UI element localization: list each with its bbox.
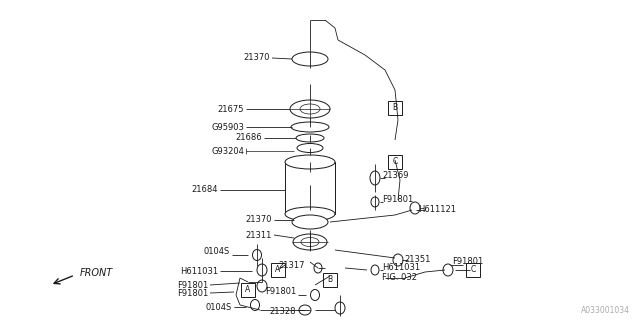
Bar xyxy=(388,155,402,169)
Bar xyxy=(285,162,335,214)
Text: 21675: 21675 xyxy=(218,105,244,114)
Ellipse shape xyxy=(297,143,323,153)
Ellipse shape xyxy=(371,197,379,207)
Ellipse shape xyxy=(296,134,324,142)
Text: C: C xyxy=(392,157,397,166)
Text: 21684: 21684 xyxy=(191,186,218,195)
Ellipse shape xyxy=(335,302,345,314)
Text: A: A xyxy=(245,285,251,294)
Text: 0104S: 0104S xyxy=(205,302,232,311)
Ellipse shape xyxy=(314,263,322,273)
Ellipse shape xyxy=(292,52,328,66)
Text: A: A xyxy=(275,266,280,275)
Text: 21370: 21370 xyxy=(246,215,272,225)
Text: 21351: 21351 xyxy=(404,255,430,265)
Ellipse shape xyxy=(310,290,319,300)
Text: 21369: 21369 xyxy=(382,172,408,180)
Text: 21370: 21370 xyxy=(243,53,270,62)
Ellipse shape xyxy=(292,215,328,229)
Ellipse shape xyxy=(371,265,379,275)
Text: H611031: H611031 xyxy=(382,263,420,273)
Text: F91801: F91801 xyxy=(452,258,483,267)
Ellipse shape xyxy=(410,202,420,214)
Ellipse shape xyxy=(468,264,478,276)
Ellipse shape xyxy=(257,280,267,292)
Text: 21311: 21311 xyxy=(246,230,272,239)
Ellipse shape xyxy=(393,254,403,266)
Ellipse shape xyxy=(250,300,259,310)
Ellipse shape xyxy=(253,250,262,260)
Text: C: C xyxy=(470,266,476,275)
Text: G95903: G95903 xyxy=(211,123,244,132)
Text: 21686: 21686 xyxy=(236,133,262,142)
Ellipse shape xyxy=(285,207,335,221)
Ellipse shape xyxy=(301,237,319,246)
Text: H611031: H611031 xyxy=(180,267,218,276)
Ellipse shape xyxy=(291,122,329,132)
Text: F91801: F91801 xyxy=(177,289,208,298)
Ellipse shape xyxy=(443,264,453,276)
Bar xyxy=(466,263,480,277)
Text: 21317: 21317 xyxy=(278,261,305,270)
Ellipse shape xyxy=(285,155,335,169)
Ellipse shape xyxy=(370,171,380,185)
Text: F91801: F91801 xyxy=(177,281,208,290)
Text: A033001034: A033001034 xyxy=(581,306,630,315)
Ellipse shape xyxy=(257,264,267,276)
Ellipse shape xyxy=(299,305,311,315)
Text: G93204: G93204 xyxy=(211,147,244,156)
Ellipse shape xyxy=(290,100,330,118)
Bar xyxy=(323,273,337,287)
Bar xyxy=(271,263,285,277)
Text: FIG. 032: FIG. 032 xyxy=(382,274,417,283)
Text: B: B xyxy=(328,276,333,284)
Ellipse shape xyxy=(293,234,327,250)
Text: FRONT: FRONT xyxy=(80,268,113,278)
Text: 0104S: 0104S xyxy=(204,247,230,257)
Bar xyxy=(388,101,402,115)
Text: 21328: 21328 xyxy=(269,308,296,316)
Text: F91801: F91801 xyxy=(382,196,413,204)
Text: F91801: F91801 xyxy=(265,287,296,297)
Ellipse shape xyxy=(300,104,320,114)
Bar xyxy=(241,283,255,297)
Text: H611121: H611121 xyxy=(418,205,456,214)
Text: B: B xyxy=(392,103,397,113)
